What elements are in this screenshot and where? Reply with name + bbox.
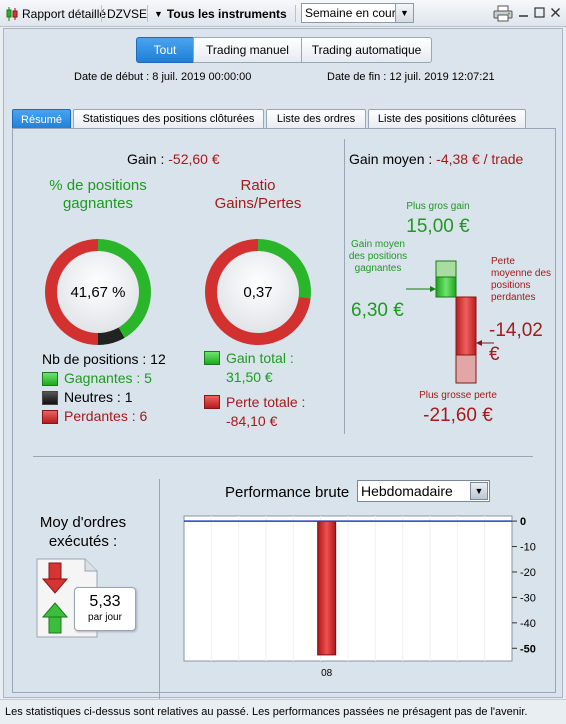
report-tabs: Résumé Statistiques des positions clôtur… <box>12 109 528 129</box>
segment-manual-label: Trading manuel <box>206 43 289 57</box>
gain-moyen-row: Gain moyen : -4,38 € / trade <box>349 151 523 167</box>
win-pct-donut: 41,67 % <box>45 239 151 345</box>
perte-moyenne-value: -14,02 € <box>489 320 543 365</box>
performance-period-value: Hebdomadaire <box>361 483 453 499</box>
instruments-dropdown[interactable]: ▼ Tous les instruments <box>154 0 287 27</box>
minimize-icon[interactable] <box>516 5 531 20</box>
summary-panel: Gain : -52,60 € % de positions gagnantes… <box>12 128 556 699</box>
chevron-down-icon: ▼ <box>470 482 488 500</box>
gain-total-label: Gain total : <box>226 350 294 366</box>
period-select-value: Semaine en cours <box>305 6 402 20</box>
segment-manual[interactable]: Trading manuel <box>193 37 302 63</box>
losing-swatch <box>42 410 58 424</box>
orders-unit: par jour <box>88 612 122 623</box>
toolbar-divider <box>101 5 102 22</box>
print-icon[interactable] <box>493 5 513 22</box>
symbol-label: DZVSE <box>107 6 148 21</box>
trading-type-segments: Tout Trading manuel Trading automatique <box>136 37 432 63</box>
perte-totale-value: -84,10 € <box>226 413 278 429</box>
tab-orders[interactable]: Liste des ordres <box>266 109 366 128</box>
segment-auto-label: Trading automatique <box>311 43 422 57</box>
y-tick-label: 0 <box>520 516 526 528</box>
orders-title: Moy d'ordres exécutés : <box>39 514 127 550</box>
tab-closed-positions[interactable]: Liste des positions clôturées <box>368 109 526 128</box>
sell-arrow-icon <box>41 562 69 594</box>
buy-arrow-icon <box>41 602 69 634</box>
performance-title: Performance brute <box>225 484 350 501</box>
tab-closed-stats[interactable]: Statistiques des positions clôturées <box>73 109 264 128</box>
gain-loss-candle <box>406 260 494 384</box>
report-frame: Tout Trading manuel Trading automatique … <box>3 28 563 699</box>
plus-grosse-perte-value: -21,60 € <box>423 405 493 426</box>
gain-total-swatch <box>204 351 220 365</box>
maximize-icon[interactable] <box>532 5 547 20</box>
ratio-donut: 0,37 <box>205 239 311 345</box>
close-icon[interactable] <box>548 5 563 20</box>
gain-moyen-gagnantes-value: 6,30 € <box>351 300 404 321</box>
report-label: Rapport détaillé <box>22 6 107 21</box>
neutral-swatch <box>42 391 58 405</box>
gain-label: Gain : <box>127 151 165 167</box>
gain-moyen-value: -4,38 € / trade <box>436 151 524 167</box>
performance-chart: 08 0 -10 -20 -30 -40 -50 <box>183 515 536 679</box>
segment-auto[interactable]: Trading automatique <box>301 37 432 63</box>
win-pct-title: % de positions gagnantes <box>49 177 147 212</box>
toolbar-divider <box>295 5 296 22</box>
gain-moyen-gagnantes-label: Gain moyen des positions gagnantes <box>348 239 408 274</box>
plus-grosse-perte-label: Plus grosse perte <box>419 390 497 401</box>
gain-total-value: 31,50 € <box>226 369 273 385</box>
tab-closed-stats-label: Statistiques des positions clôturées <box>82 113 255 125</box>
toolbar-divider <box>147 5 148 22</box>
nb-positions: Nb de positions : 12 <box>42 351 166 367</box>
section-divider <box>344 139 345 434</box>
candlestick-icon <box>6 6 18 21</box>
winning-count: Gagnantes : 5 <box>64 370 152 386</box>
y-tick-label: -20 <box>520 567 536 579</box>
gain-moyen-label: Gain moyen : <box>349 151 433 167</box>
gain-row: Gain : -52,60 € <box>127 151 220 167</box>
orders-value-box: 5,33 par jour <box>74 587 136 631</box>
win-pct-value: 41,67 % <box>57 251 139 333</box>
start-date: Date de début : 8 juil. 2019 00:00:00 <box>74 71 252 83</box>
toolbar: Rapport détaillé DZVSE ▼ Tous les instru… <box>0 0 566 27</box>
ratio-title: Ratio Gains/Pertes <box>214 177 302 212</box>
ratio-value: 0,37 <box>217 251 299 333</box>
perte-totale-swatch <box>204 395 220 409</box>
plus-gros-gain-value: 15,00 € <box>406 216 470 237</box>
report-button[interactable]: Rapport détaillé <box>5 0 106 27</box>
segment-all-label: Tout <box>153 43 177 57</box>
y-tick-label: -40 <box>520 618 536 630</box>
tab-closed-positions-label: Liste des positions clôturées <box>377 113 517 125</box>
neutral-count: Neutres : 1 <box>64 389 133 405</box>
chart-bar <box>317 520 337 656</box>
plus-gros-gain-label: Plus gros gain <box>406 201 470 212</box>
section-divider-horizontal <box>33 456 533 457</box>
y-tick-label: -50 <box>520 643 536 655</box>
perte-totale-label: Perte totale : <box>226 394 306 410</box>
period-select[interactable]: Semaine en cours ▼ <box>301 3 414 23</box>
tab-summary[interactable]: Résumé <box>12 109 71 129</box>
y-tick-label: -30 <box>520 592 536 604</box>
winning-swatch <box>42 372 58 386</box>
y-tick-label: -10 <box>520 542 536 554</box>
symbol-button[interactable]: DZVSE <box>107 0 147 27</box>
disclaimer: Les statistiques ci-dessus sont relative… <box>0 699 566 724</box>
losing-count: Perdantes : 6 <box>64 408 148 424</box>
performance-period-select[interactable]: Hebdomadaire ▼ <box>357 480 490 502</box>
orders-value: 5,33 <box>89 593 121 610</box>
segment-all[interactable]: Tout <box>136 37 194 63</box>
instruments-label: Tous les instruments <box>166 6 287 21</box>
x-tick-label: 08 <box>321 668 333 679</box>
tab-orders-label: Liste des ordres <box>276 113 356 125</box>
chevron-down-icon: ▼ <box>395 4 413 22</box>
caret-down-icon: ▼ <box>154 8 163 19</box>
section-divider-bottom <box>159 479 160 699</box>
perte-moyenne-label: Perte moyenne des positions perdantes <box>491 256 552 303</box>
tab-summary-label: Résumé <box>21 113 62 126</box>
end-date: Date de fin : 12 juil. 2019 12:07:21 <box>327 71 495 83</box>
gain-value: -52,60 € <box>168 151 220 167</box>
